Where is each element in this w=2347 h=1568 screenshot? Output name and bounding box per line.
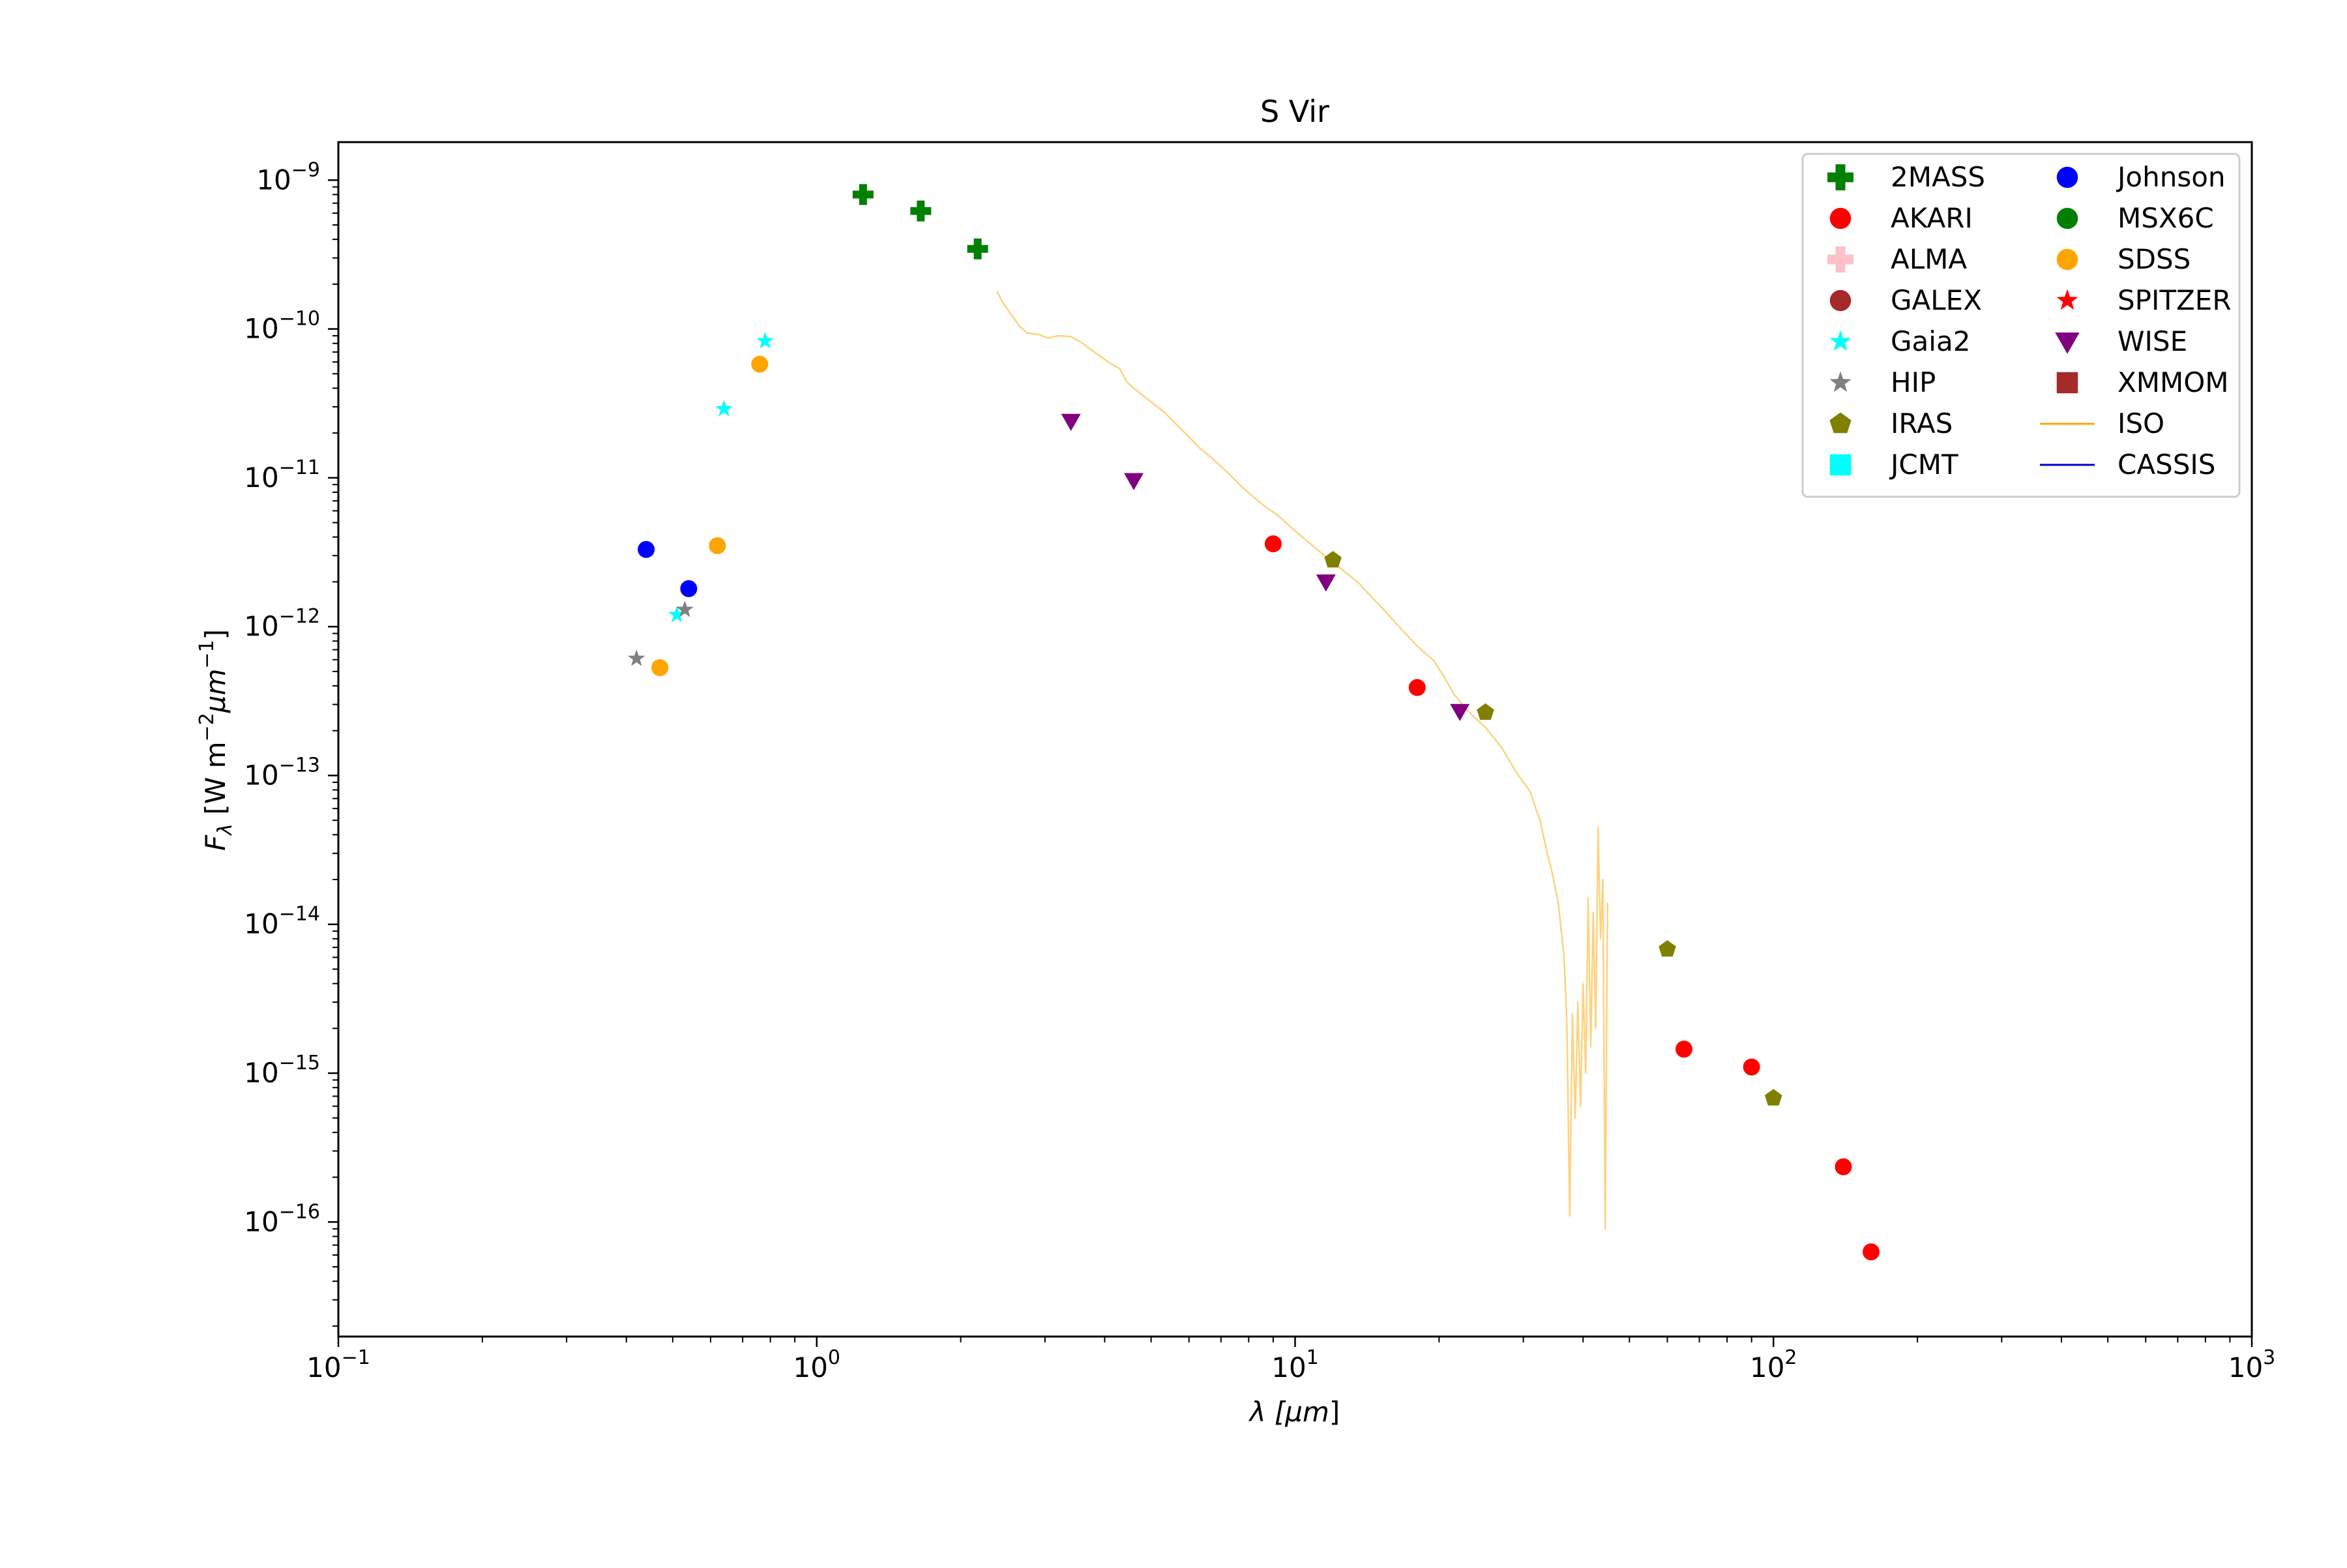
data-point-iras	[1324, 551, 1342, 568]
legend-label-hip: HIP	[1891, 366, 1936, 398]
data-point-johnson	[680, 580, 698, 597]
legend-item-gaia2: Gaia2	[1829, 325, 1970, 357]
legend-swatch-msx6c	[2056, 207, 2078, 229]
legend-label-spitzer: SPITZER	[2118, 284, 2232, 316]
legend-label-iso: ISO	[2118, 407, 2164, 439]
data-point-akari	[1675, 1041, 1692, 1058]
legend-label-galex: GALEX	[1891, 284, 1982, 316]
data-point-akari	[1408, 679, 1426, 696]
legend-item-galex: GALEX	[1829, 284, 1982, 316]
legend-label-cassis: CASSIS	[2118, 449, 2215, 481]
data-point-sdss	[651, 659, 669, 677]
legend-item-iso: ISO	[2040, 407, 2164, 439]
x-tick-label: 10−1	[306, 1346, 370, 1383]
y-tick-label: 10−11	[244, 456, 320, 494]
series-line-iso	[996, 290, 1609, 1230]
x-tick-label: 102	[1750, 1346, 1797, 1383]
legend: 2MASS AKARI ALMA GALEX Gaia2 HIP IRAS JCMT Johns…	[1801, 153, 2241, 498]
data-point-gaia2	[715, 400, 733, 417]
data-point-wise	[1450, 703, 1470, 721]
legend-item-wise: WISE	[2055, 325, 2187, 357]
x-tick-label: 103	[2228, 1346, 2276, 1383]
legend-item-alma: ALMA	[1827, 243, 1967, 275]
legend-item-xmmom: XMMOM	[2056, 366, 2229, 398]
data-point-hip	[676, 600, 694, 617]
data-point-wise	[1316, 574, 1336, 592]
data-point-iras	[1477, 703, 1494, 720]
legend-label-2mass: 2MASS	[1891, 161, 1985, 193]
legend-swatch-johnson	[2056, 166, 2078, 188]
y-tick-label: 10−13	[244, 754, 320, 791]
data-point-wise	[1124, 473, 1144, 490]
data-point-akari	[1264, 535, 1282, 553]
y-axis-label: Fλ [W m−2μm−1]	[196, 629, 237, 851]
data-point-akari	[1863, 1243, 1880, 1261]
y-tick-label: 10−9	[256, 158, 320, 196]
y-tick-label: 10−10	[244, 308, 320, 345]
data-point-2mass	[910, 200, 932, 222]
legend-swatch-spitzer	[2056, 289, 2078, 310]
data-point-hip	[628, 649, 645, 666]
legend-label-alma: ALMA	[1891, 243, 1967, 275]
y-tick-label: 10−15	[244, 1052, 320, 1089]
legend-swatch-sdss	[2056, 248, 2078, 271]
data-point-sdss	[751, 355, 769, 373]
chart-title: S Vir	[1260, 94, 1329, 129]
data-point-2mass	[852, 184, 874, 205]
legend-label-iras: IRAS	[1891, 407, 1953, 439]
legend-label-johnson: Johnson	[2116, 161, 2226, 193]
legend-swatch-galex	[1829, 289, 1852, 312]
legend-label-xmmom: XMMOM	[2118, 366, 2229, 398]
legend-label-gaia2: Gaia2	[1891, 325, 1970, 357]
legend-item-cassis: CASSIS	[2040, 449, 2215, 481]
data-point-gaia2	[668, 606, 686, 623]
legend-label-sdss: SDSS	[2118, 243, 2191, 275]
legend-swatch-iras	[1829, 412, 1852, 434]
y-tick-label: 10−12	[244, 605, 320, 642]
data-point-iras	[1659, 940, 1676, 957]
legend-item-2mass: 2MASS	[1827, 161, 1985, 193]
y-tick-label: 10−14	[244, 903, 320, 940]
legend-swatch-xmmom	[2056, 372, 2078, 394]
legend-label-akari: AKARI	[1891, 202, 1973, 234]
legend-swatch-hip	[1829, 371, 1852, 392]
legend-item-sdss: SDSS	[2056, 243, 2191, 275]
legend-swatch-gaia2	[1829, 330, 1852, 351]
data-point-wise	[1061, 413, 1081, 432]
data-point-johnson	[638, 540, 655, 558]
legend-swatch-akari	[1829, 207, 1852, 229]
legend-item-johnson: Johnson	[2056, 161, 2226, 193]
legend-item-iras: IRAS	[1829, 407, 1953, 439]
legend-item-hip: HIP	[1829, 366, 1936, 398]
legend-item-msx6c: MSX6C	[2056, 202, 2214, 234]
legend-label-msx6c: MSX6C	[2118, 202, 2214, 234]
legend-label-wise: WISE	[2118, 325, 2187, 357]
x-axis-label: λ [μm]	[1248, 1396, 1340, 1428]
legend-item-akari: AKARI	[1829, 202, 1973, 234]
legend-swatch-alma	[1827, 246, 1853, 273]
data-point-iras	[1764, 1089, 1782, 1106]
data-point-akari	[1835, 1158, 1852, 1176]
legend-swatch-wise	[2055, 332, 2080, 354]
legend-item-jcmt: JCMT	[1829, 449, 1958, 481]
data-point-gaia2	[756, 332, 774, 349]
data-point-2mass	[967, 238, 988, 259]
plot-area: 10−1 100 101 102 103 10−16 10−15 10−14 10−13 10−1…	[244, 141, 2276, 1383]
legend-item-spitzer: SPITZER	[2056, 284, 2232, 316]
data-point-akari	[1743, 1058, 1760, 1076]
x-tick-label: 100	[793, 1346, 840, 1383]
x-tick-label: 101	[1271, 1346, 1319, 1383]
legend-frame	[1801, 153, 2241, 498]
legend-label-jcmt: JCMT	[1889, 449, 1958, 481]
y-tick-label: 10−16	[244, 1200, 320, 1237]
data-point-sdss	[709, 537, 726, 554]
legend-swatch-2mass	[1827, 164, 1853, 190]
legend-swatch-jcmt	[1829, 454, 1852, 476]
